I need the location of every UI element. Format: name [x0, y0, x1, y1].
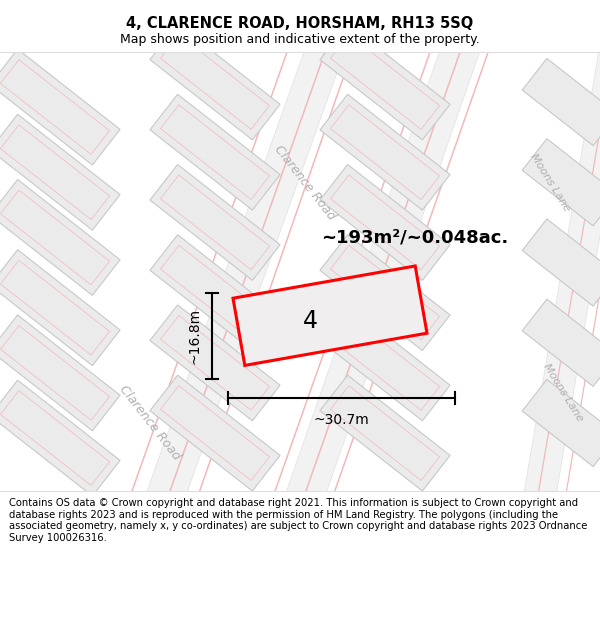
Polygon shape: [522, 379, 600, 467]
Polygon shape: [150, 375, 280, 491]
Polygon shape: [109, 24, 298, 554]
Polygon shape: [320, 375, 450, 491]
Text: 4: 4: [302, 309, 317, 332]
Polygon shape: [320, 305, 450, 421]
Polygon shape: [0, 250, 120, 366]
Polygon shape: [522, 58, 600, 146]
Polygon shape: [150, 235, 280, 351]
Text: ~30.7m: ~30.7m: [314, 413, 370, 427]
Polygon shape: [320, 164, 450, 281]
Polygon shape: [522, 139, 600, 226]
Polygon shape: [514, 19, 600, 556]
Polygon shape: [0, 315, 120, 431]
Polygon shape: [127, 16, 353, 560]
Polygon shape: [320, 94, 450, 210]
Polygon shape: [0, 179, 120, 296]
Polygon shape: [522, 299, 600, 386]
Polygon shape: [233, 266, 427, 366]
Polygon shape: [522, 219, 600, 306]
Polygon shape: [0, 49, 120, 165]
Polygon shape: [267, 16, 488, 560]
Polygon shape: [312, 24, 499, 554]
Polygon shape: [283, 24, 471, 554]
Text: ~193m²/~0.048ac.: ~193m²/~0.048ac.: [322, 229, 509, 246]
Polygon shape: [252, 24, 441, 554]
Polygon shape: [527, 24, 600, 554]
Polygon shape: [257, 276, 413, 351]
Polygon shape: [150, 305, 280, 421]
Text: Map shows position and indicative extent of the property.: Map shows position and indicative extent…: [120, 32, 480, 46]
Polygon shape: [150, 24, 280, 140]
Polygon shape: [556, 24, 600, 554]
Polygon shape: [0, 380, 120, 496]
Text: ~16.8m: ~16.8m: [188, 308, 202, 364]
Polygon shape: [0, 114, 120, 230]
Polygon shape: [320, 235, 450, 351]
Text: Clarence Road: Clarence Road: [117, 383, 183, 463]
Polygon shape: [147, 24, 336, 554]
Text: Moons Lane: Moons Lane: [541, 362, 585, 424]
Text: Moons Lane: Moons Lane: [528, 151, 572, 213]
Polygon shape: [177, 24, 363, 554]
Text: Contains OS data © Crown copyright and database right 2021. This information is : Contains OS data © Crown copyright and d…: [9, 498, 587, 542]
Polygon shape: [150, 164, 280, 281]
Polygon shape: [150, 94, 280, 210]
Text: Clarence Road: Clarence Road: [272, 142, 338, 222]
Text: 4, CLARENCE ROAD, HORSHAM, RH13 5SQ: 4, CLARENCE ROAD, HORSHAM, RH13 5SQ: [127, 16, 473, 31]
Polygon shape: [320, 24, 450, 140]
